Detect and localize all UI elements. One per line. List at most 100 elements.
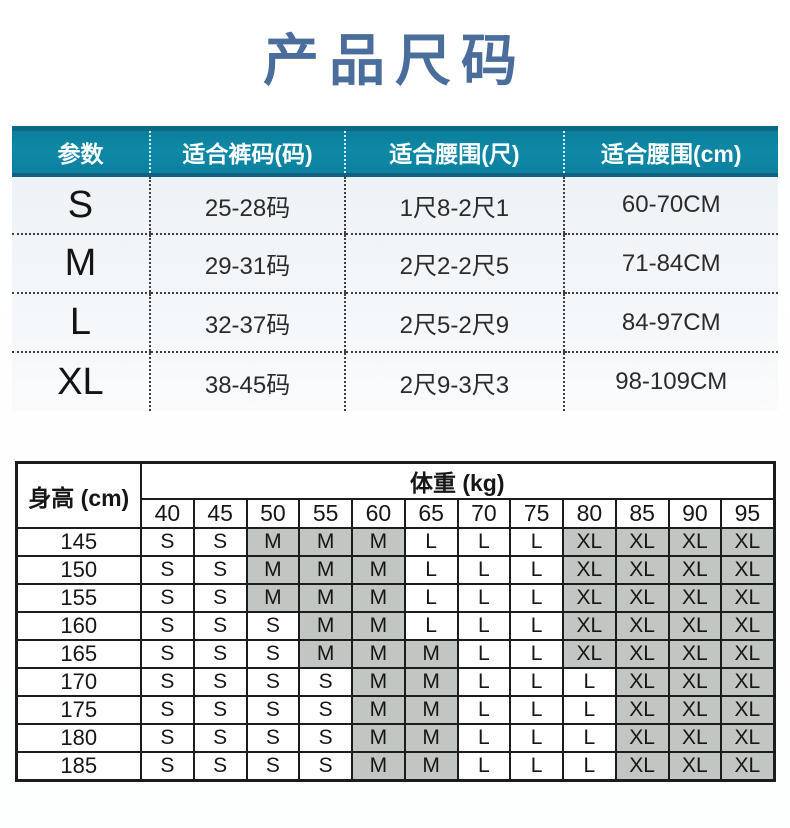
size-cell: M bbox=[351, 751, 406, 782]
height-cell: 155 bbox=[15, 583, 142, 614]
size-cell: S bbox=[140, 695, 195, 726]
weight-header-cell: 65 bbox=[403, 498, 459, 530]
size-cell: M bbox=[245, 527, 301, 558]
size-cell: M bbox=[351, 583, 406, 614]
height-cell: 160 bbox=[15, 611, 142, 642]
size-cell: L bbox=[509, 667, 564, 698]
size-table-header-row: 参数 适合裤码(码) 适合腰围(尺) 适合腰围(cm) bbox=[12, 125, 778, 178]
size-cell: L bbox=[456, 723, 512, 754]
size-cell: S bbox=[192, 611, 248, 642]
size-cell: S bbox=[192, 639, 248, 670]
size-table-cell-pants: 38-45码 bbox=[148, 352, 346, 412]
weight-header-cell: 50 bbox=[245, 498, 301, 530]
size-cell: XL bbox=[720, 723, 775, 754]
height-weight-header-row: 身高 (cm) 体重 (kg) bbox=[15, 461, 775, 530]
weight-header-cell: 75 bbox=[509, 498, 564, 530]
height-weight-row: 185 S S S S M M L L L XL XL XL bbox=[15, 751, 775, 782]
size-table-cell-waist_cm: 84-97CM bbox=[562, 293, 778, 354]
size-cell: L bbox=[509, 611, 564, 642]
size-cell: L bbox=[456, 527, 512, 558]
size-table: 参数 适合裤码(码) 适合腰围(尺) 适合腰围(cm) S 25-28码 1尺8-2尺1 6… bbox=[12, 125, 778, 412]
size-table-row: L 32-37码 2尺5-2尺9 84-97CM bbox=[12, 293, 778, 354]
size-cell: S bbox=[192, 751, 248, 782]
size-cell: XL bbox=[614, 695, 670, 726]
size-cell: M bbox=[351, 667, 406, 698]
size-table-cell-waist_cm: 98-109CM bbox=[562, 352, 778, 412]
size-cell: S bbox=[192, 527, 248, 558]
size-cell: S bbox=[245, 695, 301, 726]
size-table-cell-waist_chi: 2尺2-2尺5 bbox=[344, 234, 564, 295]
size-cell: M bbox=[351, 723, 406, 754]
size-cell: L bbox=[509, 555, 564, 586]
size-cell: M bbox=[403, 639, 459, 670]
weight-header-cell: 85 bbox=[614, 498, 670, 530]
size-cell: XL bbox=[720, 751, 775, 782]
size-cell: S bbox=[245, 611, 301, 642]
size-table-row: M 29-31码 2尺2-2尺5 71-84CM bbox=[12, 234, 778, 295]
size-cell: S bbox=[298, 723, 353, 754]
size-cell: M bbox=[403, 695, 459, 726]
size-cell: XL bbox=[562, 639, 617, 670]
size-cell: L bbox=[509, 695, 564, 726]
size-cell: M bbox=[403, 751, 459, 782]
size-cell: M bbox=[298, 583, 353, 614]
size-cell: XL bbox=[667, 695, 723, 726]
size-cell: XL bbox=[614, 751, 670, 782]
size-cell: S bbox=[298, 751, 353, 782]
size-cell: XL bbox=[667, 639, 723, 670]
size-cell: S bbox=[140, 611, 195, 642]
height-cell: 165 bbox=[15, 639, 142, 670]
size-cell: XL bbox=[667, 723, 723, 754]
height-cell: 150 bbox=[15, 555, 142, 586]
size-cell: S bbox=[140, 555, 195, 586]
size-cell: M bbox=[298, 527, 353, 558]
height-weight-row: 150 S S M M M L L L XL XL XL XL bbox=[15, 555, 775, 586]
size-cell: XL bbox=[614, 527, 670, 558]
size-cell: M bbox=[351, 639, 406, 670]
size-cell: L bbox=[456, 695, 512, 726]
size-cell: XL bbox=[614, 555, 670, 586]
size-cell: XL bbox=[667, 555, 723, 586]
size-table-header-cell: 适合腰围(cm) bbox=[562, 125, 778, 178]
size-cell: XL bbox=[720, 555, 775, 586]
size-table-cell-waist_cm: 60-70CM bbox=[562, 175, 778, 236]
size-cell: S bbox=[140, 583, 195, 614]
size-table-row: S 25-28码 1尺8-2尺1 60-70CM bbox=[12, 175, 778, 236]
size-cell: XL bbox=[614, 723, 670, 754]
size-table-cell-size: S bbox=[12, 175, 150, 236]
size-table-cell-size: M bbox=[12, 234, 150, 295]
height-weight-row: 160 S S S M M L L L XL XL XL XL bbox=[15, 611, 775, 642]
height-cell: 175 bbox=[15, 695, 142, 726]
size-table-header-cell: 参数 bbox=[12, 125, 150, 178]
height-weight-row: 155 S S M M M L L L XL XL XL XL bbox=[15, 583, 775, 614]
height-cell: 180 bbox=[15, 723, 142, 754]
size-cell: S bbox=[140, 639, 195, 670]
size-cell: XL bbox=[614, 583, 670, 614]
height-weight-row: 175 S S S S M M L L L XL XL XL bbox=[15, 695, 775, 726]
size-cell: XL bbox=[562, 611, 617, 642]
size-cell: L bbox=[509, 583, 564, 614]
size-cell: XL bbox=[667, 751, 723, 782]
size-cell: L bbox=[562, 723, 617, 754]
size-cell: S bbox=[192, 555, 248, 586]
size-table-cell-waist_chi: 1尺8-2尺1 bbox=[344, 175, 564, 236]
size-cell: M bbox=[403, 667, 459, 698]
size-cell: L bbox=[509, 639, 564, 670]
size-table-cell-waist_chi: 2尺9-3尺3 bbox=[344, 352, 564, 412]
size-cell: XL bbox=[614, 667, 670, 698]
height-weight-table: 身高 (cm) 体重 (kg) 40 45 50 55 60 65 70 75 80 85 90 95… bbox=[14, 461, 776, 783]
size-table-header-cell: 适合腰围(尺) bbox=[344, 125, 564, 178]
size-cell: L bbox=[456, 555, 512, 586]
size-cell: L bbox=[456, 583, 512, 614]
size-cell: S bbox=[140, 751, 195, 782]
size-cell: XL bbox=[667, 527, 723, 558]
size-cell: L bbox=[403, 583, 459, 614]
size-cell: S bbox=[245, 639, 301, 670]
size-cell: XL bbox=[720, 667, 775, 698]
size-table-row: XL 38-45码 2尺9-3尺3 98-109CM bbox=[12, 352, 778, 412]
size-cell: S bbox=[140, 667, 195, 698]
size-cell: XL bbox=[562, 555, 617, 586]
size-cell: S bbox=[245, 751, 301, 782]
size-cell: XL bbox=[562, 583, 617, 614]
size-cell: L bbox=[456, 667, 512, 698]
